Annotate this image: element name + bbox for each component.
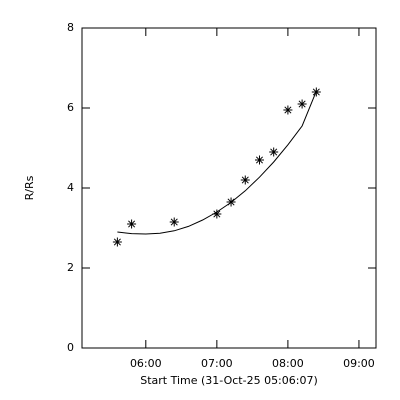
data-point bbox=[283, 105, 293, 115]
data-point bbox=[254, 155, 264, 165]
y-tick-label: 6 bbox=[67, 101, 74, 114]
y-tick-label: 0 bbox=[67, 341, 74, 354]
y-tick-label: 8 bbox=[67, 21, 74, 34]
plot-frame bbox=[81, 27, 377, 349]
y-axis-label: R/Rs bbox=[23, 175, 36, 200]
x-tick-label: 06:00 bbox=[130, 357, 162, 370]
data-point bbox=[127, 219, 137, 229]
x-tick-label: 09:00 bbox=[343, 357, 375, 370]
data-point bbox=[169, 217, 179, 227]
y-tick-label: 2 bbox=[67, 261, 74, 274]
x-axis-label: Start Time (31-Oct-25 05:06:07) bbox=[140, 374, 318, 387]
data-point bbox=[269, 147, 279, 157]
data-point bbox=[212, 209, 222, 219]
y-tick-label: 4 bbox=[67, 181, 74, 194]
data-point bbox=[112, 237, 122, 247]
x-tick-label: 07:00 bbox=[201, 357, 233, 370]
fit-line bbox=[117, 91, 317, 235]
data-point bbox=[297, 99, 307, 109]
x-tick-label: 08:00 bbox=[272, 357, 304, 370]
data-point bbox=[240, 175, 250, 185]
